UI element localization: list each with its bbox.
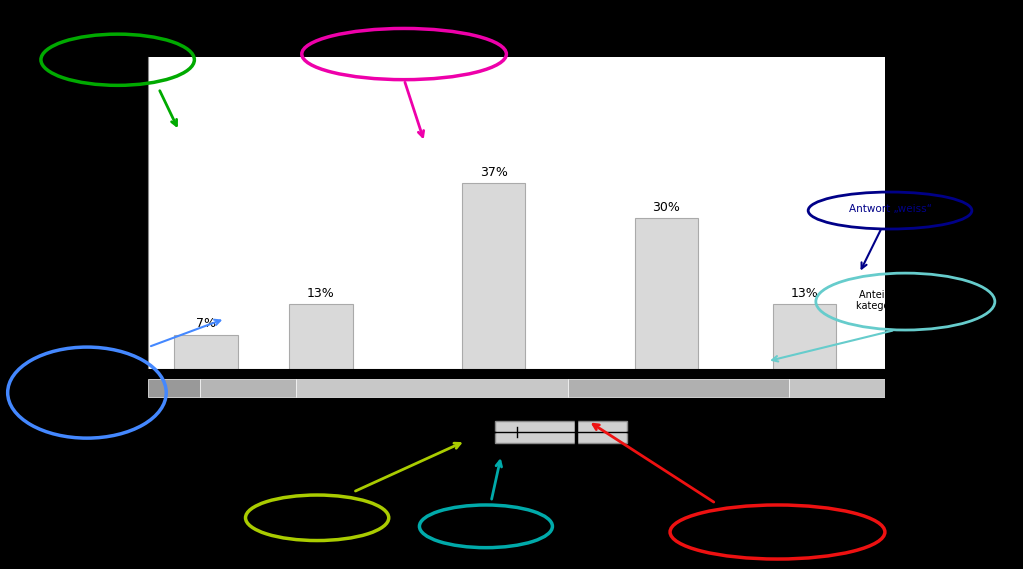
Text: Anteil der Antwort-
kategorie im Kanton: Anteil der Antwort- kategorie im Kanton — [856, 290, 954, 311]
Bar — [494, 420, 627, 443]
Text: 37%: 37% — [480, 166, 507, 179]
Text: 7%: 7% — [195, 318, 216, 331]
Bar — [568, 380, 789, 397]
Text: Antwort „weiss“: Antwort „weiss“ — [848, 204, 932, 215]
Text: 13%: 13% — [307, 287, 335, 300]
Text: 75: 75 — [693, 444, 709, 457]
Text: 13%: 13% — [791, 287, 818, 300]
Text: 50: 50 — [508, 444, 525, 457]
Bar — [148, 380, 199, 397]
Bar — [296, 380, 568, 397]
Bar — [174, 335, 237, 370]
Text: 30%: 30% — [653, 201, 680, 215]
Bar — [634, 218, 698, 370]
Bar — [199, 380, 296, 397]
Bar — [290, 304, 353, 370]
Text: 25: 25 — [324, 444, 341, 457]
Text: 100: 100 — [873, 444, 897, 457]
Text: keiten:
t, 2=schlecht,
=gut, 5=sehr: keiten: t, 2=schlecht, =gut, 5=sehr — [70, 369, 133, 399]
Bar — [789, 380, 885, 397]
Bar — [772, 304, 836, 370]
Text: 0: 0 — [144, 444, 152, 457]
Bar — [462, 183, 525, 370]
